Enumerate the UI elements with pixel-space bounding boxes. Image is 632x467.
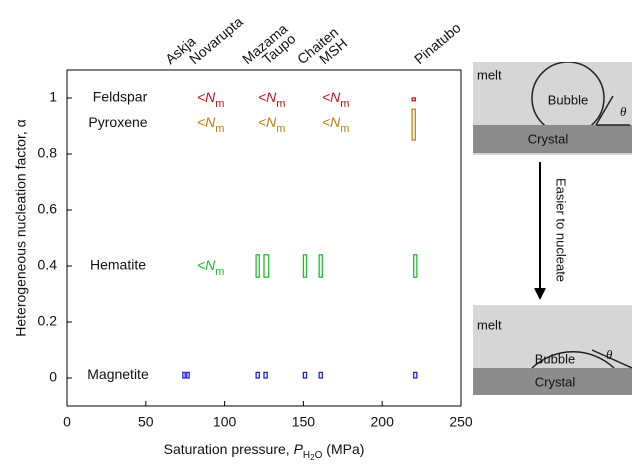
limit-label-sub: m — [215, 123, 224, 135]
limit-label-text: <N — [258, 89, 277, 105]
x-axis-label-part: H — [303, 450, 310, 461]
x-tick-label: 50 — [138, 414, 154, 430]
crystal-label: Crystal — [535, 374, 576, 389]
series-label: Feldspar — [93, 89, 148, 105]
limit-label: <Nm — [322, 114, 349, 135]
x-axis-label-part: O — [315, 450, 323, 461]
angle-label: θ — [620, 104, 627, 119]
melt-label: melt — [477, 67, 502, 82]
x-tick-label: 250 — [449, 414, 473, 430]
limit-label-sub: m — [276, 123, 285, 135]
limit-label-text: <N — [197, 114, 216, 130]
diagram-bottom: melt Bubble Crystal θ — [473, 305, 632, 395]
y-tick-label: 0.6 — [38, 201, 58, 217]
x-axis-label-part: P — [294, 441, 304, 457]
limit-label-text: <N — [322, 89, 341, 105]
limit-label-text: <N — [197, 257, 216, 273]
limit-label-sub: m — [276, 98, 285, 110]
y-tick-label: 0.4 — [38, 257, 58, 273]
range-rect — [263, 254, 270, 278]
range-rect — [413, 371, 418, 379]
limit-label-text: <N — [197, 89, 216, 105]
range-rect — [255, 371, 260, 379]
limit-label: <Nm — [197, 114, 224, 135]
bubble-label: Bubble — [535, 351, 575, 366]
volcano-label: Novarupta — [186, 13, 246, 67]
arrow-head — [534, 288, 546, 300]
range-rect — [413, 254, 418, 278]
bubble — [531, 351, 615, 369]
limit-label: <Nm — [197, 89, 224, 110]
range-rect — [182, 371, 186, 379]
diagram-top: melt Bubble Crystal θ — [473, 62, 632, 155]
limit-label: <Nm — [258, 114, 285, 135]
x-tick-label: 200 — [371, 414, 395, 430]
range-rect — [302, 371, 308, 379]
melt-label: melt — [477, 317, 502, 332]
bubble — [531, 62, 605, 125]
bubble-label: Bubble — [548, 92, 588, 107]
range-rect — [186, 371, 190, 379]
x-tick-label: 0 — [63, 414, 71, 430]
limit-label-sub: m — [215, 266, 224, 278]
limit-label-text: <N — [322, 114, 341, 130]
y-axis-label: Heterogeneous nucleation factor, α — [13, 119, 29, 336]
limit-label-text: <N — [258, 114, 277, 130]
limit-label: <Nm — [322, 89, 349, 110]
range-rect — [411, 108, 416, 141]
x-tick-label: 150 — [292, 414, 316, 430]
range-rect — [255, 254, 260, 278]
limit-label-sub: m — [340, 98, 349, 110]
x-axis-label: Saturation pressure, PH2O (MPa) — [164, 441, 365, 462]
crystal-region — [473, 125, 632, 153]
arrow-label: Easier to nucleate — [554, 178, 569, 282]
series-label: Hematite — [90, 257, 146, 273]
range-rect — [302, 254, 308, 278]
tangent — [595, 95, 614, 126]
limit-label: <Nm — [197, 257, 224, 278]
x-axis-label-part: Saturation pressure, — [164, 441, 294, 457]
limit-label-sub: m — [215, 98, 224, 110]
tangent — [591, 349, 632, 369]
y-tick-label: 0.2 — [38, 313, 58, 329]
x-axis-label-part: (MPa) — [322, 441, 364, 457]
range-rect — [318, 254, 323, 278]
crystal-region — [473, 368, 632, 395]
y-tick-label: 1 — [49, 89, 57, 105]
angle-label: θ — [606, 347, 613, 362]
limit-label: <Nm — [258, 89, 285, 110]
x-tick-label: 100 — [213, 414, 237, 430]
range-rect — [263, 371, 268, 379]
limit-label-sub: m — [340, 123, 349, 135]
y-tick-label: 0.8 — [38, 145, 58, 161]
crystal-label: Crystal — [528, 131, 569, 146]
volcano-label: Pinatubo — [411, 19, 464, 67]
range-rect — [318, 371, 323, 379]
x-axis-label-part: 2 — [310, 453, 315, 462]
range-rect — [411, 97, 416, 102]
series-label: Pyroxene — [88, 114, 147, 130]
plot-frame — [66, 69, 462, 407]
series-label: Magnetite — [87, 366, 149, 382]
y-tick-label: 0 — [49, 369, 57, 385]
